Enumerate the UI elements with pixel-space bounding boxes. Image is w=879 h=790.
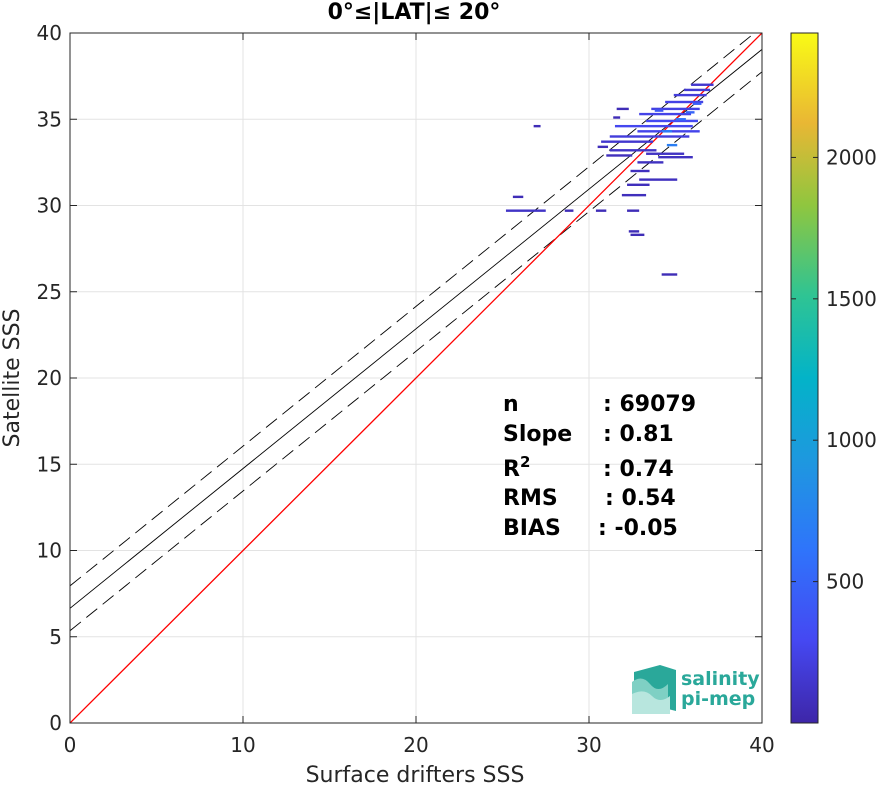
density-cell [505,209,546,212]
stat-label: BIAS [503,516,561,541]
y-tick-label: 5 [49,625,62,649]
density-cell [630,233,645,237]
fit-lower-bound-line [70,71,762,632]
colorbar-ticks: 500 1000 1500 2000 [791,145,877,594]
x-tick-label: 30 [576,733,601,757]
density-cell [597,145,609,149]
y-tick-label: 10 [37,539,62,563]
logo-text-line2: pi-mep [681,688,755,710]
salinity-pi-mep-logo: salinity pi-mep [632,665,760,714]
stat-value: : 0.74 [603,457,674,482]
stat-value: : 0.54 [605,486,676,511]
density-cell [654,109,664,112]
density-cell [627,183,650,186]
identity-line [70,33,762,723]
density-cell [661,273,678,276]
density-cell [673,93,707,97]
density-cell [613,116,621,119]
density-cell [685,111,695,114]
y-tick-label: 35 [37,107,62,131]
stat-value: : 69079 [603,392,696,417]
y-axis-ticks: 0 5 10 15 20 25 30 35 40 [37,21,762,735]
density-cell [658,156,693,159]
density-cell [692,102,702,105]
density-cell [595,209,607,212]
density-cell [691,83,714,86]
stat-label: RMS [503,486,558,511]
x-axis-label: Surface drifters SSS [306,763,525,786]
density-map [505,83,714,276]
density-cell [606,154,633,157]
colorbar-tick-label: 1000 [826,428,877,452]
colorbar-tick-label: 1500 [826,287,877,311]
density-cell [621,193,647,197]
density-cell [646,152,685,155]
density-cell [533,124,541,128]
chart-title: 0°≤|LAT|≤ 20° [328,0,501,25]
density-cell [684,88,711,92]
y-tick-label: 25 [37,280,62,304]
x-tick-label: 0 [64,733,77,757]
x-axis-ticks: 0 10 20 30 40 [64,33,775,757]
density-cell [665,100,704,104]
stat-value: : 0.81 [603,422,674,447]
density-cell [512,195,524,199]
logo-text-line1: salinity [681,668,760,690]
density-cell [646,119,698,123]
y-tick-label: 40 [37,21,62,45]
density-cell [564,209,574,212]
colorbar-tick-label: 500 [826,570,864,594]
y-tick-label: 20 [37,366,62,390]
y-tick-label: 15 [37,452,62,476]
density-cell [627,209,640,212]
density-cell [628,230,640,233]
density-cell [639,112,692,116]
density-cell [630,169,650,173]
density-cell [675,118,686,121]
stat-value: : -0.05 [598,516,678,541]
density-cell [609,135,690,138]
colorbar-tick-label: 2000 [826,145,877,169]
density-cell [637,161,664,164]
y-tick-label: 0 [49,711,62,735]
density-cell [661,130,673,133]
x-tick-label: 40 [749,733,774,757]
density-cell [609,149,657,152]
colorbar-gradient [791,33,818,723]
colorbar-frame [790,32,819,724]
density-cell [601,140,654,143]
colorbar: 500 1000 1500 2000 [790,32,877,724]
density-cell [614,124,693,128]
y-tick-label: 30 [37,194,62,218]
stat-label: n [503,392,519,417]
density-cell [639,178,678,181]
density-cell [651,107,700,111]
density-cell [616,107,629,111]
stat-label-superscript: 2 [520,453,530,471]
stat-label: Slope [503,422,572,447]
x-tick-label: 10 [230,733,255,757]
y-axis-label: Satellite SSS [0,309,25,448]
density-cell [666,143,678,147]
x-tick-label: 20 [403,733,428,757]
logo-mark-icon [632,665,676,714]
